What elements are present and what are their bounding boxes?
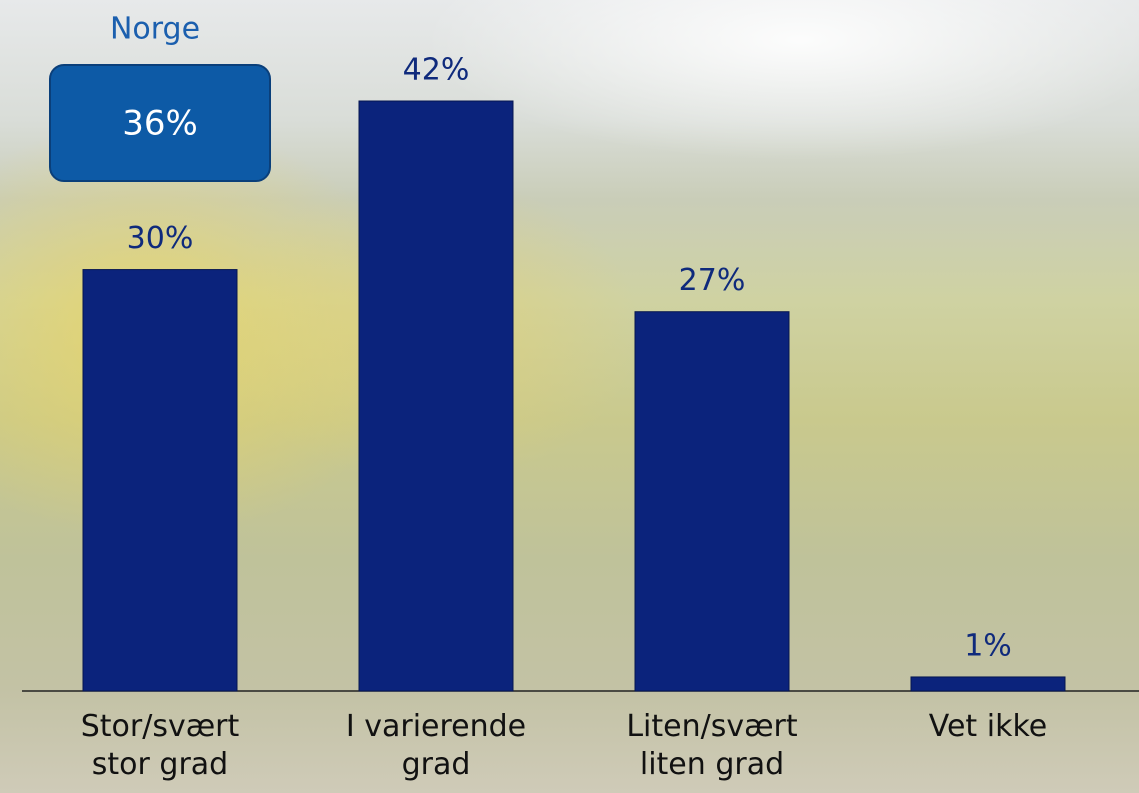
annotation-value: 36% bbox=[122, 104, 198, 144]
value-label: 27% bbox=[679, 263, 746, 298]
bar bbox=[83, 270, 237, 691]
x-tick-label: Liten/svært liten grad bbox=[602, 708, 822, 784]
value-label: 42% bbox=[403, 53, 470, 88]
annotation-title: Norge bbox=[110, 12, 200, 47]
bar bbox=[635, 312, 789, 691]
bar bbox=[359, 101, 513, 691]
page: Norge 36% 30%42%27%1% (() => { const dat… bbox=[0, 0, 1139, 793]
x-tick-label: I varierende grad bbox=[326, 708, 546, 784]
x-tick-label: Stor/svært stor grad bbox=[50, 708, 270, 784]
value-label: 30% bbox=[127, 221, 194, 256]
bar bbox=[911, 677, 1065, 691]
x-tick-label: Vet ikke bbox=[878, 708, 1098, 746]
value-label: 1% bbox=[964, 628, 1012, 663]
chart: Norge 36% 30% 42% 27% 1% bbox=[0, 0, 1139, 793]
